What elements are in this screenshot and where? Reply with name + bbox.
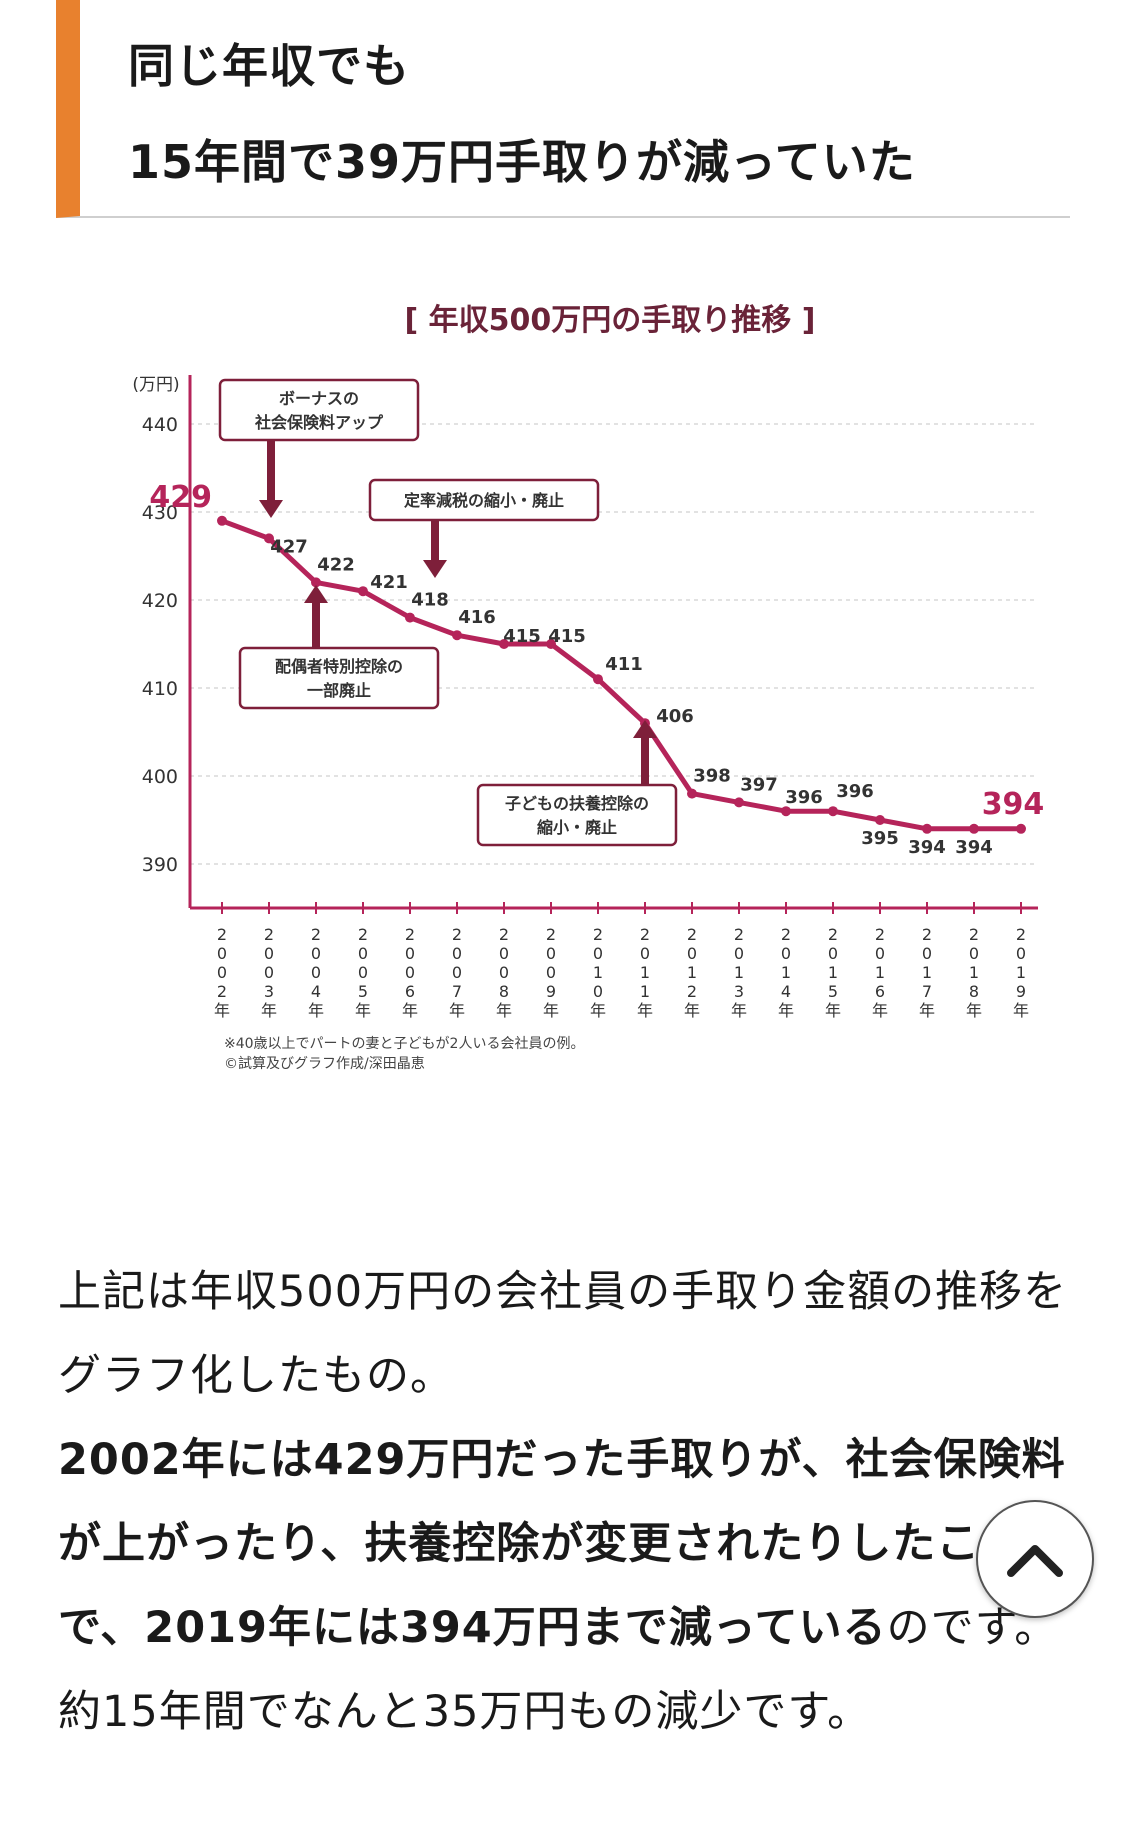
x-axis-ticks: 2 0 0 2 年 2 0 0 3 年 2 0 0 4 年 2 0 0 5 年 2 0 0 6 年 2 0 0 7 年 2 0 0 8 年 2 0 0 9 年…: [214, 902, 1029, 1020]
annotation-arrow-head: [259, 500, 283, 518]
data-point: [875, 815, 885, 825]
paragraph-1: 上記は年収500万円の会社員の手取り金額の推移をグラフ化したもの。: [58, 1267, 1068, 1401]
chevron-up-icon: [1007, 1545, 1063, 1577]
annotation-label: 縮小・廃止: [537, 818, 617, 837]
section-heading: 同じ年収でも 15年間で39万円手取りが減っていた: [56, 0, 1070, 218]
annotation-label: ボーナスの: [279, 389, 359, 408]
data-label: 422: [317, 554, 355, 575]
data-label-highlight: 429: [149, 480, 212, 515]
annotation-label: 社会保険料アップ: [254, 413, 384, 432]
y-tick-label: 420: [142, 590, 178, 612]
data-point: [311, 577, 321, 588]
data-point: [358, 586, 368, 597]
data-point: [1016, 823, 1026, 834]
paragraph-2: 2002年には429万円だった手取りが、社会保険料が上がったり、扶養控除が変更さ…: [58, 1418, 1068, 1754]
data-label: 395: [861, 828, 899, 849]
data-label-highlight: 394: [982, 787, 1045, 822]
data-label: 394: [955, 837, 993, 858]
data-label: 394: [908, 837, 946, 858]
article-body: 上記は年収500万円の会社員の手取り金額の推移をグラフ化したもの。 2002年に…: [58, 1250, 1068, 1754]
y-tick-label: 400: [142, 766, 178, 788]
data-point: [828, 806, 838, 817]
annotation-label: 一部廃止: [307, 681, 371, 700]
data-label: 418: [411, 590, 449, 611]
footnote-2: ©試算及びグラフ作成/深田晶恵: [224, 1056, 425, 1072]
y-tick-label: 440: [142, 414, 178, 436]
data-label: 427: [270, 536, 308, 557]
footnote-1: ※40歳以上でパートの妻と子どもが2人いる会社員の例。: [224, 1036, 584, 1052]
paragraph-2-bold: 2002年には429万円だった手取りが、社会保険料が上がったり、扶養控除が変更さ…: [58, 1435, 1066, 1653]
annotation-label: 子どもの扶養控除の: [505, 794, 649, 813]
data-label: 406: [656, 706, 694, 727]
data-point: [217, 515, 227, 526]
data-point: [264, 533, 274, 544]
y-axis-ticks: 390 400 410 420 430 440: [142, 414, 178, 876]
annotation-arrow-head: [304, 585, 328, 603]
takehome-line-chart: [ 年収500万円の手取り推移 ] (万円) 390 400 410 420 430 44…: [132, 303, 1044, 1072]
data-point: [405, 612, 415, 623]
data-point: [922, 823, 932, 834]
data-points: [217, 515, 1026, 834]
annotation-box: [476, 783, 678, 847]
data-point: [687, 788, 697, 799]
y-tick-label: 430: [142, 502, 178, 524]
annotation-box: [368, 478, 600, 522]
annotation-label: 定率減税の縮小・廃止: [403, 491, 564, 510]
data-label: 421: [370, 572, 408, 593]
data-label: 416: [458, 607, 496, 628]
chart-annotations: ボーナスの社会保険料アップ定率減税の縮小・廃止配偶者特別控除の一部廃止子どもの扶…: [218, 378, 678, 847]
gridlines: [190, 423, 1038, 865]
data-label: 415: [503, 626, 541, 647]
scroll-to-top-button[interactable]: [976, 1500, 1094, 1618]
data-point: [593, 674, 603, 685]
y-axis-unit-label: (万円): [132, 375, 179, 395]
data-label: 397: [740, 774, 778, 795]
annotation-arrow-head: [423, 560, 447, 578]
data-label: 396: [785, 787, 823, 808]
heading-line-2: 15年間で39万円手取りが減っていた: [128, 135, 916, 189]
y-tick-label: 410: [142, 678, 178, 700]
data-point: [781, 806, 791, 817]
data-point: [546, 639, 556, 649]
annotation-box: [238, 646, 440, 710]
chart-title: [ 年収500万円の手取り推移 ]: [405, 303, 816, 338]
data-point: [969, 823, 979, 834]
y-tick-label: 390: [142, 854, 178, 876]
annotation-box: [218, 378, 420, 442]
annotation-label: 配偶者特別控除の: [275, 657, 403, 676]
data-label: 415: [548, 626, 586, 647]
data-label: 398: [693, 766, 731, 787]
heading-line-1: 同じ年収でも: [128, 39, 410, 93]
data-label: 396: [836, 781, 874, 802]
data-point: [452, 630, 462, 641]
data-point: [499, 639, 509, 649]
data-label: 411: [605, 654, 643, 675]
data-point: [734, 797, 744, 808]
series-line: [221, 518, 1021, 832]
annotation-arrow-head: [633, 720, 657, 738]
